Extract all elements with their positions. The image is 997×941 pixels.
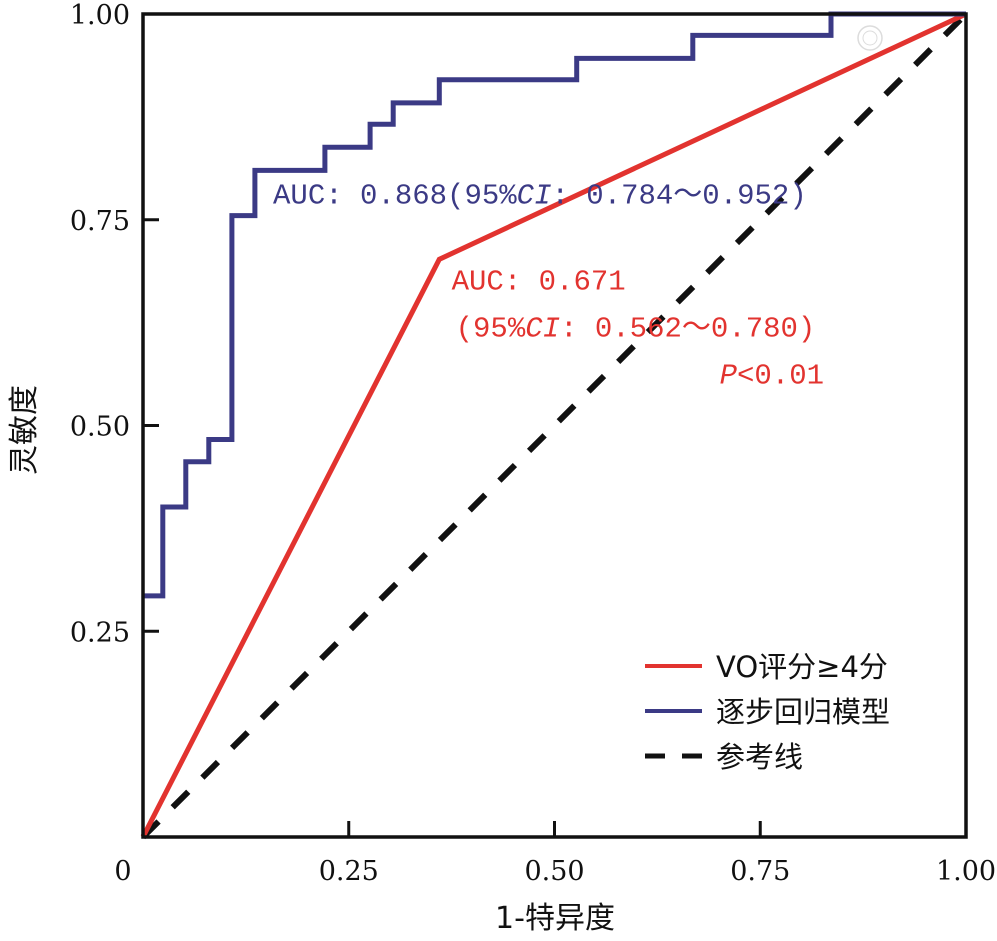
series-layer: [140, 11, 969, 840]
annotation-red-auc: AUC: 0.671 (95%CI: 0.562～0.780) P<0.01: [452, 266, 824, 393]
annotation-blue-auc: AUC: 0.868(95%CI: 0.784～0.952): [273, 179, 807, 212]
x-tick-label: 0: [114, 856, 131, 887]
legend-item: 参考线: [645, 740, 803, 774]
annotation-segment: P: [720, 360, 738, 393]
annotation-segment: AUC: 0.868(95%: [273, 179, 517, 212]
ticks-layer: 0 0.25 0.50 0.75 1.00 0.25 0.50 0.75 1.00: [70, 0, 996, 887]
legend-label: 逐步回归模型: [716, 695, 890, 729]
annotation-segment: CI: [517, 179, 552, 212]
y-tick-label: 0.75: [70, 206, 130, 237]
y-tick-label: 1.00: [70, 0, 130, 31]
y-axis-title: 灵敏度: [7, 385, 42, 475]
annotation-line: (95%CI: 0.562～0.780): [456, 313, 816, 346]
legend-label: 参考线: [716, 740, 803, 774]
watermark-seal-icon: [857, 25, 883, 51]
annotation-segment: CI: [525, 313, 560, 346]
annotation-segment: (95%: [456, 313, 526, 346]
annotation-line: AUC: 0.868(95%CI: 0.784～0.952): [273, 179, 807, 212]
annotation-segment: : 0.562～0.780): [560, 313, 815, 346]
x-tick-label: 0.75: [730, 856, 790, 887]
x-tick-label: 1.00: [936, 856, 996, 887]
legend-label: VO评分≥4分: [716, 650, 888, 684]
annotation-segment: <0.01: [737, 360, 824, 393]
annotation-segment: : 0.784～0.952): [551, 179, 806, 212]
series-stepwise-model-line: [143, 11, 966, 599]
y-tick-label: 0.50: [70, 412, 130, 443]
annotation-segment: AUC: 0.671: [452, 266, 626, 299]
x-tick-label: 0.25: [319, 856, 379, 887]
series-reference-line: [140, 11, 969, 840]
y-tick-label: 0.25: [70, 617, 130, 648]
annotations-layer: AUC: 0.868(95%CI: 0.784～0.952)AUC: 0.671…: [273, 179, 824, 392]
x-tick-label: 0.50: [524, 856, 584, 887]
legend-item: 逐步回归模型: [645, 695, 890, 729]
annotation-line: P<0.01: [720, 360, 824, 393]
annotation-line: AUC: 0.671: [452, 266, 626, 299]
x-axis-title: 1-特异度: [495, 901, 615, 936]
series-score-line: [140, 11, 968, 839]
legend-item: VO评分≥4分: [645, 650, 888, 684]
